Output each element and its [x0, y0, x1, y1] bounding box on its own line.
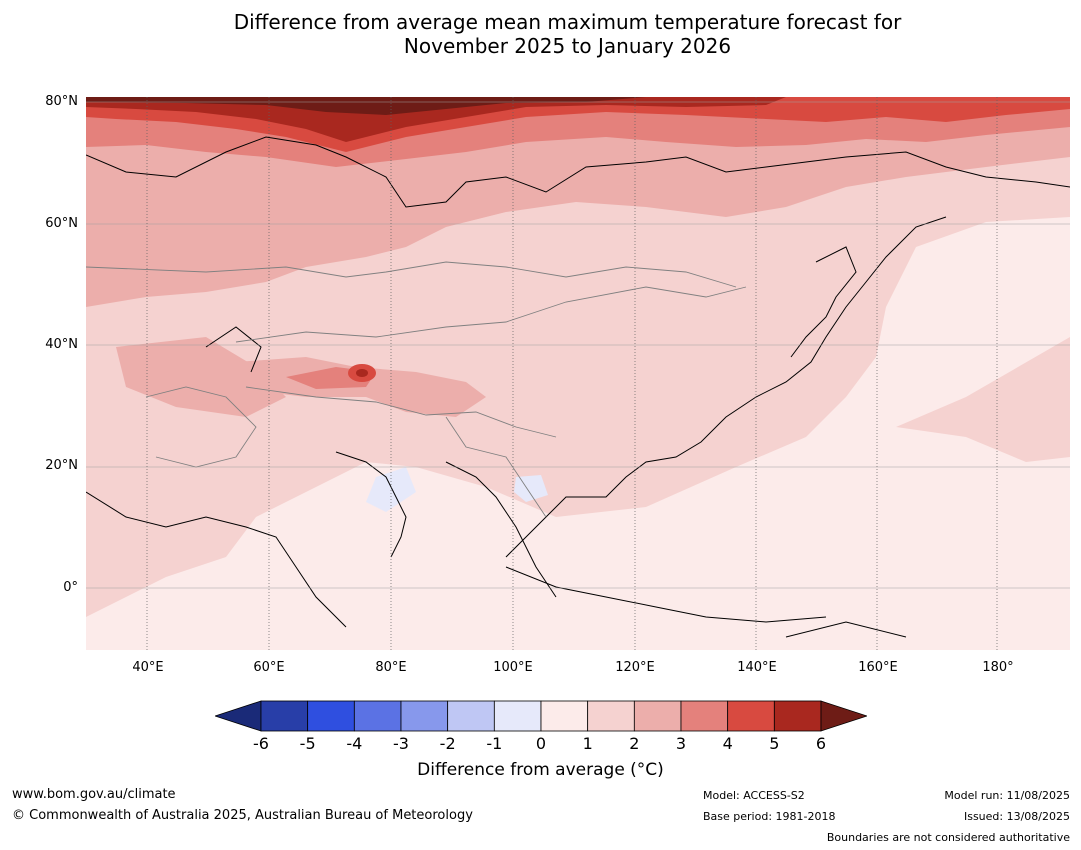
- colorbar-tick-label: 3: [675, 734, 687, 753]
- lat-label-60n: 60°N: [45, 216, 78, 231]
- colorbar-tick-label: -4: [346, 734, 363, 753]
- colorbar-tick-label: -1: [486, 734, 503, 753]
- colorbar-tick-label: 1: [582, 734, 593, 753]
- anomaly-band-2-3-central-asia: [116, 337, 286, 417]
- title-line-2: November 2025 to January 2026: [403, 34, 732, 58]
- colorbar-cell: [540, 700, 589, 732]
- colorbar-tick-label: 4: [722, 734, 733, 753]
- colorbar-cell: [447, 700, 495, 732]
- colorbar-cell: [727, 700, 775, 732]
- lat-label-20n: 20°N: [45, 458, 78, 473]
- colorbar-cell: [307, 700, 355, 732]
- colorbar-cell: [773, 700, 822, 732]
- colorbar-tick-label: 6: [815, 734, 827, 753]
- footer-base-period: Base period: 1981-2018: [703, 810, 836, 823]
- colorbar-cell: [400, 700, 449, 732]
- anomaly-band-1-2-pacific: [896, 337, 1070, 462]
- lon-label-180: 180°: [982, 660, 1014, 675]
- colorbar-cell: [493, 700, 542, 732]
- footer-copyright: © Commonwealth of Australia 2025, Austra…: [12, 808, 473, 823]
- colorbar-label: Difference from average (°C): [417, 760, 664, 780]
- lon-label-100e: 100°E: [493, 660, 533, 675]
- footer-model: Model: ACCESS-S2: [703, 789, 805, 802]
- colorbar-tick-label: -5: [299, 734, 316, 753]
- lon-label-80e: 80°E: [375, 660, 407, 675]
- colorbar-tick-label: -3: [393, 734, 409, 753]
- lon-label-140e: 140°E: [737, 660, 777, 675]
- lon-label-60e: 60°E: [253, 660, 285, 675]
- colorbar: [215, 700, 867, 732]
- lon-label-120e: 120°E: [615, 660, 655, 675]
- footer-model-run: Model run: 11/08/2025: [944, 789, 1070, 802]
- lat-label-0: 0°: [63, 580, 78, 595]
- lon-label-40e: 40°E: [132, 660, 164, 675]
- footer-disclaimer: Boundaries are not considered authoritat…: [826, 831, 1070, 844]
- colorbar-tick-label: -6: [253, 734, 269, 753]
- colorbar-extend-high: [820, 700, 867, 732]
- forecast-map: [86, 97, 1070, 650]
- map-svg: [86, 97, 1070, 650]
- lat-label-40n: 40°N: [45, 337, 78, 352]
- lat-label-80n: 80°N: [45, 94, 78, 109]
- colorbar-cell: [353, 700, 402, 732]
- title-line-1: Difference from average mean maximum tem…: [233, 10, 902, 34]
- lon-label-160e: 160°E: [858, 660, 898, 675]
- colorbar-cell: [587, 700, 635, 732]
- coastlines: [86, 136, 1070, 638]
- graticule-parallels: [86, 101, 1070, 589]
- anomaly-band-1-2-arabia: [86, 447, 166, 597]
- footer-issued: Issued: 13/08/2025: [963, 810, 1070, 823]
- anomaly-band-above-6: [86, 97, 646, 115]
- hotspot-karakoram-core: [356, 369, 368, 377]
- colorbar-extend-low: [215, 700, 262, 732]
- chart-title: Difference from average mean maximum tem…: [0, 10, 1081, 58]
- footer-url: www.bom.gov.au/climate: [12, 787, 176, 802]
- colorbar-cell: [633, 700, 682, 732]
- graticule-meridians: [146, 97, 998, 650]
- colorbar-cell: [260, 700, 309, 732]
- anomaly-band-5-6: [86, 97, 786, 142]
- colorbar-tick-label: -2: [439, 734, 456, 753]
- colorbar-tick-label: 5: [769, 734, 780, 753]
- colorbar-cell: [680, 700, 729, 732]
- colorbar-tick-label: 0: [535, 734, 547, 753]
- colorbar-tick-label: 2: [629, 734, 640, 753]
- anomaly-negative-india: [366, 467, 416, 512]
